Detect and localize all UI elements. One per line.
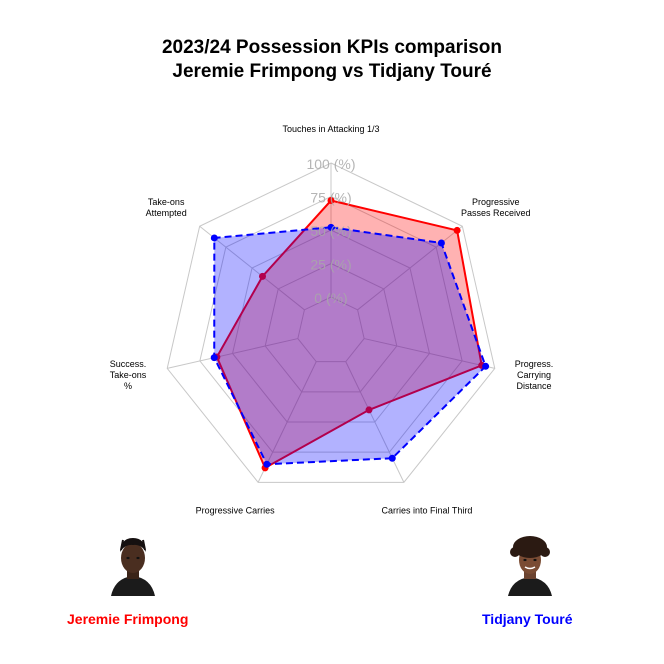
axis-label-5-line-1: Take-ons <box>110 370 147 380</box>
radial-tick-label-0: 0 (%) <box>314 290 347 306</box>
series-area-1 <box>215 199 483 470</box>
series-area-2 <box>213 226 487 466</box>
grid-ring-3 <box>199 195 463 453</box>
grid-ring-1 <box>264 262 398 393</box>
chart-title-line-2: Jeremie Frimpong vs Tidjany Touré <box>172 61 492 82</box>
series-2-point-6 <box>210 234 218 242</box>
series-2-point-0 <box>327 223 335 231</box>
axis-label-2-line-0: Progress. <box>515 359 554 369</box>
axis-label-4-line-0: Progressive Carries <box>196 505 276 515</box>
series-1-point-3 <box>365 406 373 414</box>
player-2-portrait-icon <box>502 532 558 596</box>
axis-label-3-line-0: Carries into Final Third <box>381 505 472 515</box>
series-1-point-1 <box>453 226 461 234</box>
axis-label-5-line-0: Success. <box>110 359 147 369</box>
series-2-point-2 <box>482 362 490 370</box>
player-1-name: Jeremie Frimpong <box>67 611 189 627</box>
series-1-point-6 <box>259 272 267 280</box>
series-2-point-4 <box>263 460 271 468</box>
radial-tick-label-2: 50 (%) <box>310 223 351 239</box>
grid-ring-2 <box>231 229 431 423</box>
axis-label-5: Success. Take-ons% <box>110 359 147 391</box>
player-2-name: Tidjany Touré <box>482 611 573 627</box>
grid-spoke-1 <box>357 225 463 311</box>
series-1-point-0 <box>327 197 335 205</box>
grid-spoke-5 <box>167 338 298 369</box>
axis-label-2-line-2: Distance <box>517 381 552 391</box>
axis-label-6-line-0: Take-ons <box>148 197 185 207</box>
series-2-point-3 <box>388 454 396 462</box>
series-2-point-5 <box>210 354 218 362</box>
radial-tick-label-3: 75 (%) <box>310 190 351 206</box>
axis-label-5-line-2: % <box>124 381 132 391</box>
axis-label-6-line-1: Attempted <box>146 208 187 218</box>
chart-title-line-1: 2023/24 Possession KPIs comparison <box>161 37 503 58</box>
axis-label-2-line-1: Carrying <box>517 370 551 380</box>
axis-label-3: Carries into Final Third <box>381 505 472 515</box>
player-1-portrait-icon <box>105 532 161 596</box>
grid-spoke-6 <box>199 225 305 311</box>
series-2-point-1 <box>437 239 445 247</box>
axis-label-6: Take-ons Attempted <box>146 197 187 218</box>
grid-ring-0 <box>297 296 365 363</box>
axis-label-1-line-0: Progressive <box>472 197 520 207</box>
radial-tick-label-1: 25 (%) <box>310 257 351 273</box>
axis-label-1-line-1: Passes Received <box>461 208 531 218</box>
axis-label-1: Progressive Passes Received <box>461 197 531 218</box>
axis-label-0-line-0: Touches in Attacking 1/3 <box>282 124 379 134</box>
axis-label-4: Progressive Carries <box>196 505 276 515</box>
grid-spoke-3 <box>345 361 405 483</box>
axis-label-2: Progress. Carrying Distance <box>515 359 554 391</box>
axis-label-0: Touches in Attacking 1/3 <box>282 124 379 134</box>
grid-spoke-2 <box>364 338 495 369</box>
grid-ring-4 <box>166 162 496 483</box>
radial-tick-label-4: 100 (%) <box>306 156 355 172</box>
